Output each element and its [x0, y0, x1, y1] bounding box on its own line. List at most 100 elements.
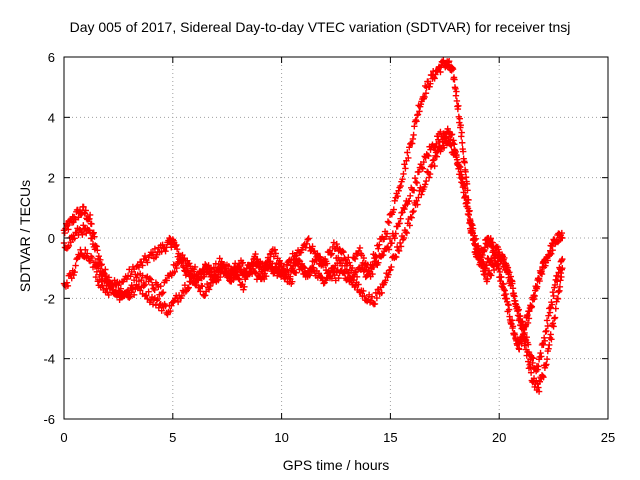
data-point	[271, 246, 279, 253]
data-point	[451, 76, 458, 83]
data-point	[387, 266, 394, 274]
data-point	[522, 338, 529, 346]
data-point	[559, 255, 566, 263]
data-point	[451, 146, 458, 153]
data-point	[402, 165, 409, 172]
data-point	[543, 317, 551, 324]
data-point	[432, 71, 439, 78]
data-point	[530, 355, 537, 362]
data-point	[82, 246, 89, 253]
data-point	[375, 259, 382, 266]
data-point	[345, 269, 353, 277]
data-point	[241, 283, 248, 290]
data-point	[406, 144, 413, 151]
data-point	[370, 263, 377, 271]
data-point	[105, 274, 113, 281]
data-point	[396, 239, 404, 247]
data-point	[186, 260, 193, 267]
data-point	[147, 276, 155, 283]
data-point	[185, 284, 192, 291]
data-point	[89, 240, 97, 248]
data-point	[536, 277, 543, 285]
data-point	[208, 266, 215, 274]
data-point	[550, 292, 557, 300]
data-point	[459, 175, 466, 182]
data-point	[173, 245, 181, 253]
data-point	[513, 303, 520, 310]
data-point	[540, 341, 547, 349]
data-point	[461, 181, 468, 189]
data-point	[71, 268, 78, 276]
data-point	[419, 165, 426, 172]
data-point	[205, 286, 213, 293]
data-point	[434, 67, 441, 74]
data-point	[507, 273, 515, 280]
data-point	[413, 179, 421, 187]
data-point	[86, 215, 93, 223]
series-track-1	[60, 57, 566, 353]
data-point	[196, 267, 204, 275]
data-point	[127, 273, 134, 280]
data-point	[366, 269, 373, 277]
data-point	[88, 235, 96, 242]
y-tick-label: -6	[43, 412, 55, 427]
data-point	[549, 320, 557, 327]
data-point	[495, 265, 503, 272]
data-point	[516, 313, 523, 320]
data-point	[535, 384, 542, 391]
data-point	[240, 286, 247, 293]
data-point	[393, 253, 400, 261]
data-point	[402, 228, 410, 236]
data-point	[474, 242, 482, 250]
data-point	[554, 278, 561, 285]
data-point	[80, 252, 87, 260]
data-point	[411, 174, 419, 182]
data-point	[391, 234, 398, 242]
data-point	[310, 266, 318, 274]
data-point	[509, 285, 517, 292]
data-point	[546, 309, 554, 316]
chart-title: Day 005 of 2017, Sidereal Day-to-day VTE…	[69, 19, 571, 35]
data-point	[178, 292, 186, 300]
data-point	[298, 265, 305, 272]
data-point	[386, 235, 394, 243]
data-points	[60, 57, 566, 395]
data-point	[356, 244, 364, 252]
data-point	[383, 230, 391, 237]
data-point	[412, 178, 420, 186]
data-point	[421, 93, 428, 101]
data-point	[547, 331, 554, 338]
data-point	[340, 248, 347, 256]
data-point	[91, 246, 99, 253]
data-point	[441, 135, 448, 142]
data-point	[396, 220, 403, 227]
data-point	[270, 270, 277, 277]
data-point	[555, 237, 563, 244]
data-point	[414, 111, 422, 118]
data-point	[149, 249, 157, 256]
data-point	[400, 170, 407, 178]
data-point	[504, 264, 512, 271]
data-point	[482, 266, 489, 274]
data-point	[80, 203, 87, 211]
data-point	[418, 164, 426, 171]
data-point	[543, 327, 550, 335]
data-point	[390, 206, 397, 213]
data-point	[268, 264, 275, 271]
data-point	[409, 208, 416, 216]
data-point	[407, 192, 414, 200]
data-point	[551, 315, 558, 322]
data-point	[453, 97, 461, 105]
data-point	[287, 273, 294, 280]
data-point	[395, 247, 403, 255]
data-point	[405, 154, 412, 162]
data-point	[123, 275, 131, 283]
data-point	[373, 294, 381, 302]
data-point	[519, 331, 527, 338]
data-point	[81, 210, 89, 217]
data-point	[549, 246, 556, 254]
data-point	[508, 277, 515, 284]
data-point	[410, 207, 417, 215]
data-point	[269, 260, 276, 267]
